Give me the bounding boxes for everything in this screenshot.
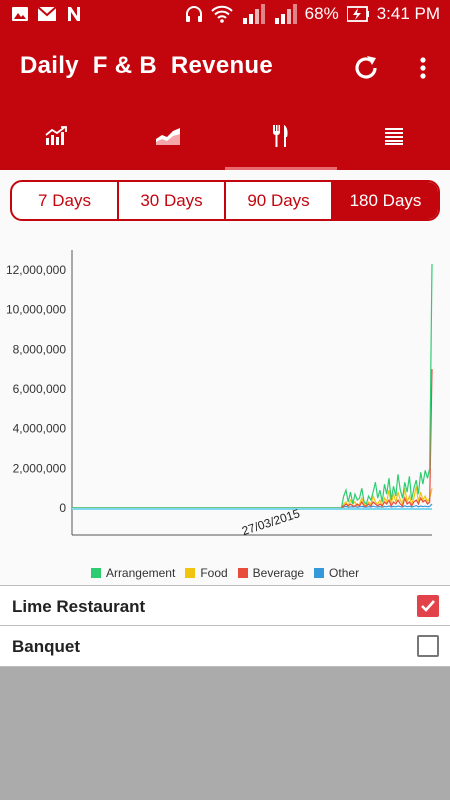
y-tick-label: 2,000,000 <box>13 461 67 475</box>
y-tick-label: 12,000,000 <box>6 263 66 277</box>
n-notification-icon <box>68 7 80 21</box>
legend-item-other: Other <box>314 564 359 582</box>
filter-label: Lime Restaurant <box>12 597 146 616</box>
y-tick-label: 10,000,000 <box>6 303 66 317</box>
more-vertical-icon <box>420 57 426 79</box>
legend-swatch <box>90 568 101 578</box>
tab-summary[interactable] <box>0 102 112 170</box>
wifi-icon <box>210 5 233 23</box>
y-tick-label: 8,000,000 <box>13 342 67 356</box>
image-notification-icon <box>12 7 28 21</box>
filter-label: Banquet <box>12 637 80 656</box>
signal-1-icon <box>242 4 265 24</box>
checkmark-icon <box>421 600 435 612</box>
battery-percent: 68% <box>304 4 339 23</box>
legend-swatch <box>185 568 196 578</box>
app-bar: Daily F & B Revenue <box>0 32 450 102</box>
list-icon <box>385 128 403 145</box>
legend-swatch <box>314 568 325 578</box>
envelope-notification-icon <box>38 7 56 21</box>
outlet-filter-list: Lime Restaurant Banquet <box>0 585 450 667</box>
tab-list[interactable] <box>338 102 450 170</box>
legend-label: Other <box>329 566 360 580</box>
y-tick-label: 0 <box>59 501 66 515</box>
lime-restaurant-checkbox[interactable] <box>417 595 439 617</box>
refresh-button[interactable] <box>346 48 386 88</box>
legend-item-food: Food <box>185 564 228 582</box>
signal-2-icon <box>274 4 297 24</box>
range-7-days[interactable]: 7 Days <box>12 182 119 219</box>
legend-label: Beverage <box>252 566 305 580</box>
x-tick-label: 27/03/2015 <box>240 506 302 538</box>
content-area: 7 Days 30 Days 90 Days 180 Days 12,000,0… <box>0 170 450 585</box>
range-30-days[interactable]: 30 Days <box>119 182 226 219</box>
chart-legend: Arrangement Food Beverage Other <box>0 564 450 582</box>
legend-label: Food <box>200 566 228 580</box>
legend-label: Arrangement <box>105 566 176 580</box>
y-tick-label: 6,000,000 <box>13 382 67 396</box>
legend-item-beverage: Beverage <box>237 564 305 582</box>
filter-row-banquet[interactable]: Banquet <box>0 626 450 667</box>
status-bar: 68% 3:41 PM <box>0 0 450 32</box>
status-time: 3:41 PM <box>376 4 440 23</box>
headphones-icon <box>185 6 202 22</box>
fork-knife-icon <box>272 125 288 147</box>
y-tick-label: 4,000,000 <box>13 422 67 436</box>
tab-bar <box>0 102 450 170</box>
banquet-checkbox[interactable] <box>417 635 439 657</box>
legend-item-arrangement: Arrangement <box>90 564 176 582</box>
filter-row-lime-restaurant[interactable]: Lime Restaurant <box>0 585 450 626</box>
area-chart-icon <box>156 128 180 145</box>
revenue-line-chart: 12,000,000 10,000,000 8,000,000 6,000,000 4,… <box>6 250 433 538</box>
refresh-icon <box>355 56 377 79</box>
bar-chart-trend-icon <box>45 126 67 145</box>
tab-area-chart[interactable] <box>112 102 224 170</box>
page-title: Daily F & B Revenue <box>20 52 274 79</box>
battery-charging-icon <box>346 6 369 22</box>
range-90-days[interactable]: 90 Days <box>226 182 333 219</box>
legend-swatch <box>237 568 248 578</box>
date-range-selector: 7 Days 30 Days 90 Days 180 Days <box>10 180 440 221</box>
overflow-menu-button[interactable] <box>408 48 438 88</box>
series-line-arrangement <box>72 263 433 509</box>
series-line-beverage <box>72 369 433 509</box>
tab-food-beverage[interactable] <box>225 102 337 170</box>
range-180-days[interactable]: 180 Days <box>333 182 438 219</box>
